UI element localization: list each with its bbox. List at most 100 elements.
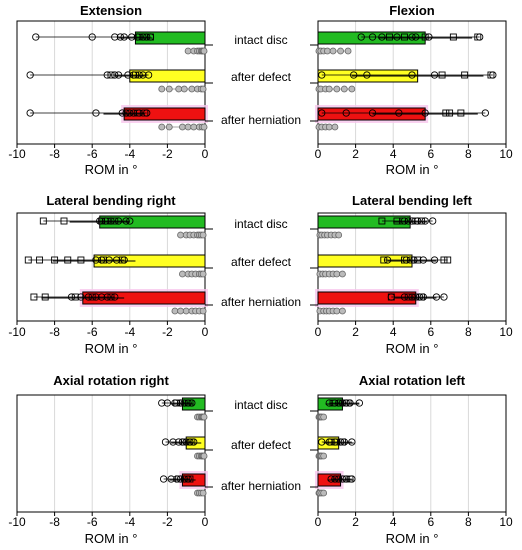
data-point-circle — [169, 438, 177, 446]
data-point-square — [180, 438, 188, 446]
data-point-circle — [88, 33, 96, 41]
data-point-square — [417, 293, 425, 301]
data-point-circle — [92, 293, 100, 301]
data-point-circle — [118, 109, 126, 117]
coupled-point — [320, 489, 328, 497]
data-point-circle — [122, 217, 130, 225]
coupled-point — [331, 123, 339, 131]
coupled-point — [177, 307, 184, 315]
data-point-square — [344, 399, 352, 407]
data-point-square — [474, 33, 482, 41]
x-tick-label: 0 — [315, 325, 322, 339]
data-point-circle — [318, 438, 326, 446]
coupled-point — [325, 85, 333, 93]
data-point-square — [88, 293, 96, 301]
panel-title: Axial rotation right — [53, 373, 169, 388]
x-tick-label: -10 — [8, 325, 26, 339]
x-tick-label: 4 — [390, 325, 397, 339]
coupled-point — [333, 270, 341, 278]
x-tick-label: -6 — [87, 325, 98, 339]
data-point-circle — [26, 109, 34, 117]
data-point-square — [107, 71, 115, 79]
data-point-square — [446, 109, 454, 117]
category-label: after defect — [231, 438, 292, 452]
data-point-circle — [103, 71, 111, 79]
data-point-circle — [342, 109, 350, 117]
data-point-circle — [368, 109, 377, 117]
data-point-square — [147, 33, 154, 41]
data-point-square — [442, 109, 450, 117]
coupled-point — [320, 452, 328, 460]
data-point-square — [39, 217, 47, 225]
x-tick-label: -8 — [49, 325, 60, 339]
coupled-point — [320, 413, 328, 421]
data-point-square — [457, 109, 465, 117]
coupled-point — [199, 307, 207, 315]
coupled-point — [199, 85, 207, 93]
data-point-square — [387, 293, 395, 301]
x-tick-label: -2 — [162, 515, 173, 529]
data-point-circle — [112, 256, 121, 264]
data-point-circle — [419, 256, 427, 264]
data-point-square — [421, 33, 429, 41]
data-point-square — [131, 71, 139, 79]
data-point-circle — [114, 71, 123, 79]
coupled-point — [165, 123, 173, 131]
data-point-square — [186, 475, 194, 483]
x-axis-label: ROM in ° — [386, 162, 439, 177]
data-point-circle — [408, 33, 416, 41]
data-point-square — [378, 217, 386, 225]
data-point-square — [141, 109, 149, 117]
data-point-square — [487, 71, 495, 79]
coupled-point — [184, 123, 192, 131]
coupled-point — [158, 123, 166, 131]
panel-title: Lateral bending left — [352, 193, 473, 208]
data-point-circle — [327, 475, 335, 483]
coupled-point — [329, 47, 337, 55]
x-tick-label: -2 — [162, 147, 173, 161]
coupled-point — [340, 85, 348, 93]
panel-2: Lateral bending right -10 -8 -6 -4 -2 0 ROM in … — [8, 193, 213, 356]
category-label: after herniation — [221, 479, 301, 493]
x-axis-label: ROM in ° — [85, 531, 138, 546]
data-point-square — [182, 399, 190, 407]
data-point-square — [60, 217, 68, 225]
data-point-circle — [348, 438, 356, 446]
panel-4: Axial rotation right -10 -8 -6 -4 -2 0 ROM in ° — [8, 373, 213, 546]
data-point-square — [186, 399, 194, 407]
data-point-circle — [120, 33, 128, 41]
data-point-circle — [350, 71, 358, 79]
coupled-point — [200, 413, 208, 421]
data-point-square — [329, 399, 337, 407]
x-tick-label: 0 — [202, 515, 209, 529]
data-point-circle — [167, 475, 175, 483]
x-tick-label: 10 — [499, 325, 513, 339]
data-point-circle — [107, 217, 115, 225]
data-point-square — [399, 217, 407, 225]
data-point-square — [182, 475, 190, 483]
data-point-square — [461, 71, 469, 79]
data-point-circle — [116, 33, 125, 41]
x-tick-label: 6 — [427, 325, 434, 339]
data-point-square — [178, 399, 186, 407]
data-point-circle — [368, 33, 377, 41]
category-label: after herniation — [221, 113, 301, 127]
coupled-point — [348, 85, 356, 93]
data-point-circle — [139, 71, 147, 79]
data-point-square — [51, 256, 59, 264]
data-point-circle — [92, 109, 100, 117]
data-point-square — [401, 33, 408, 41]
x-axis-label: ROM in ° — [85, 341, 138, 356]
x-tick-label: -10 — [8, 147, 26, 161]
panel-3: Lateral bending left 0 2 4 6 8 10 ROM in ° — [310, 193, 513, 356]
data-point-circle — [378, 33, 386, 41]
panel-1: Flexion 0 2 4 6 8 10 ROM in ° — [310, 3, 513, 177]
category-label: intact disc — [234, 398, 287, 412]
x-tick-label: 6 — [427, 515, 434, 529]
x-tick-label: -4 — [124, 325, 135, 339]
coupled-point — [337, 47, 344, 55]
coupled-point — [165, 85, 173, 93]
data-point-circle — [163, 399, 172, 407]
x-tick-label: 0 — [315, 515, 322, 529]
